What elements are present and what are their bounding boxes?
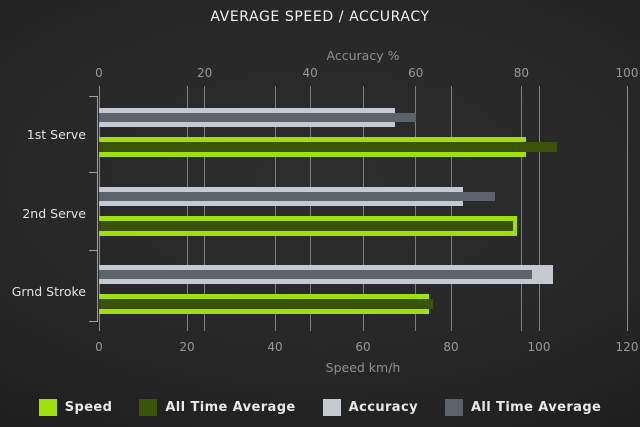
gridline-accuracy-40 xyxy=(309,86,311,331)
gridline-accuracy-80 xyxy=(520,86,522,331)
bar-accuracy-average-2nd-serve xyxy=(99,191,495,201)
top-tick-20: 20 xyxy=(196,66,213,80)
gridline-speed-0 xyxy=(98,86,100,331)
top-tick-40: 40 xyxy=(302,66,318,80)
bar-accuracy-average-grnd-stroke xyxy=(99,270,532,279)
category-label-grnd-stroke: Grnd Stroke xyxy=(11,284,86,299)
legend-item-speed-bottom: Speed xyxy=(38,398,113,416)
bar-speed-average-2nd-serve xyxy=(99,220,513,231)
y-axis-divider-1 xyxy=(89,172,98,173)
top-tick-0: 0 xyxy=(95,66,103,80)
legend-swatch-all-time-average-top xyxy=(444,398,463,416)
legend-swatch-all-time-average-bottom xyxy=(139,398,158,416)
category-label-2nd-serve: 2nd Serve xyxy=(22,205,86,221)
bottom-tick-40: 40 xyxy=(267,340,283,354)
gridline-speed-120 xyxy=(626,86,628,331)
legend-swatch-accuracy-top xyxy=(322,398,341,416)
bar-accuracy-average-1st-serve xyxy=(99,113,416,122)
gridline-accuracy-60 xyxy=(415,86,417,331)
gridline-speed-80 xyxy=(450,86,452,331)
gridline-speed-20 xyxy=(186,86,188,331)
bottom-tick-120: 120 xyxy=(615,340,639,354)
gridline-speed-60 xyxy=(362,86,364,331)
bottom-tick-100: 100 xyxy=(527,340,551,354)
gridline-accuracy-20 xyxy=(204,86,206,331)
bottom-tick-60: 60 xyxy=(355,340,371,354)
y-axis-cap-bottom xyxy=(89,321,98,322)
gridline-speed-100 xyxy=(538,86,540,331)
top-tick-100: 100 xyxy=(615,66,639,80)
gridline-speed-40 xyxy=(274,86,276,331)
legend-swatch-speed-bottom xyxy=(38,398,57,416)
bar-speed-average-1st-serve xyxy=(99,142,557,152)
y-axis-divider-2 xyxy=(89,250,98,251)
bottom-tick-0: 0 xyxy=(95,340,103,354)
bottom-tick-80: 80 xyxy=(443,340,459,354)
legend: Speed All Time Average Accuracy All Time Av… xyxy=(0,395,640,419)
y-axis-cap-top xyxy=(89,96,98,97)
top-axis-title: Accuracy % xyxy=(326,48,400,63)
top-tick-80: 80 xyxy=(513,66,530,80)
category-label-1st-serve: 1st Serve xyxy=(26,127,86,142)
bottom-axis-title: Speed km/h xyxy=(325,360,401,375)
top-tick-60: 60 xyxy=(408,66,424,80)
legend-item-all-time-average-top: All Time Average xyxy=(444,398,602,416)
bottom-tick-20: 20 xyxy=(179,340,195,354)
legend-label: Accuracy xyxy=(348,399,418,415)
legend-label: All Time Average xyxy=(470,399,602,415)
y-axis-line xyxy=(97,96,98,322)
legend-label: All Time Average xyxy=(165,399,296,415)
chart-title: AVERAGE SPEED / ACCURACY xyxy=(210,9,430,25)
bar-speed-average-grnd-stroke xyxy=(99,299,434,309)
legend-label: Speed xyxy=(64,399,113,415)
legend-item-accuracy-top: Accuracy xyxy=(322,398,418,416)
legend-item-all-time-average-bottom: All Time Average xyxy=(139,398,296,416)
